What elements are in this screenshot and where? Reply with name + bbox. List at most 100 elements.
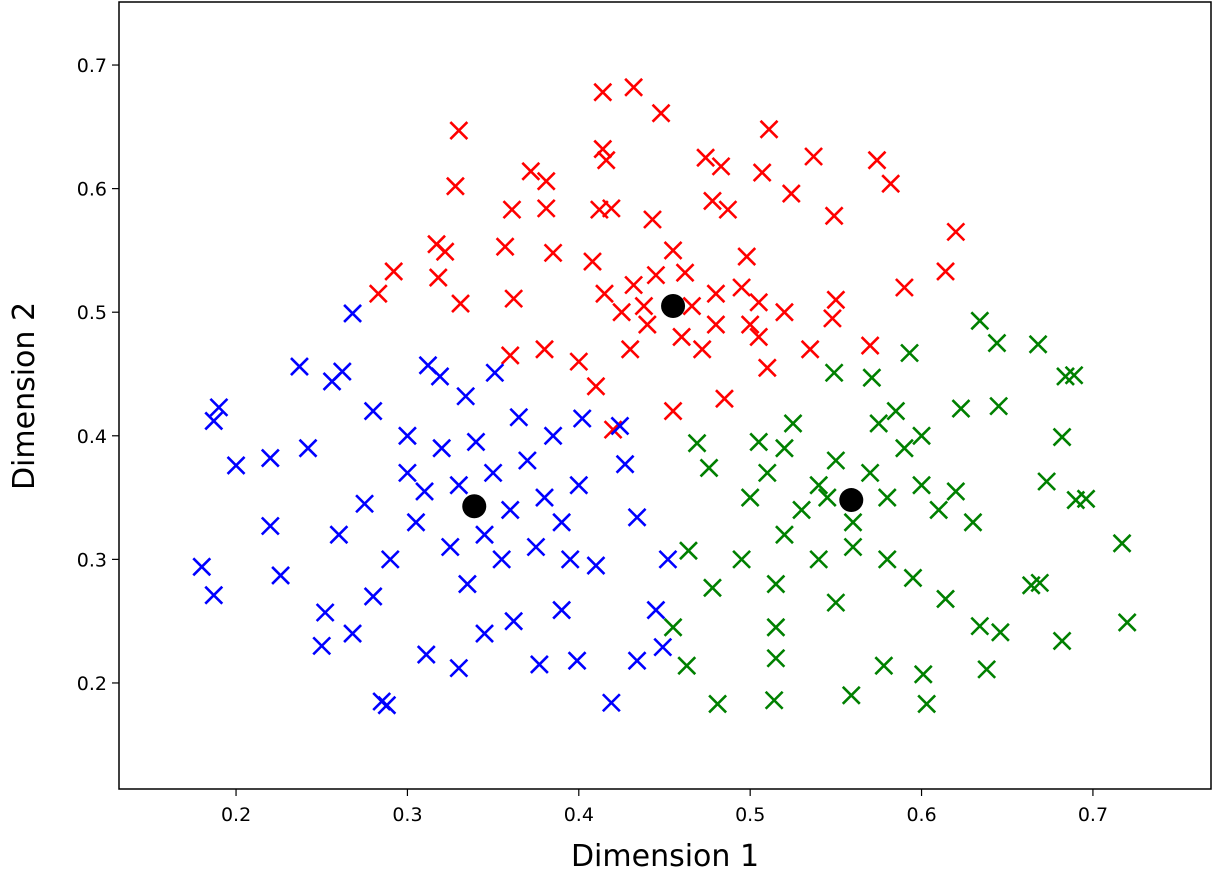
x-axis-label: Dimension 1 [571,839,759,874]
point [451,294,470,313]
point [536,198,556,218]
point [583,252,602,271]
point [572,409,592,428]
point [877,549,897,569]
point [951,399,971,419]
point [749,432,769,452]
point [936,589,955,609]
point [601,693,621,713]
point [586,376,606,396]
point [485,363,505,383]
point [963,512,983,532]
point [509,407,529,427]
point [601,198,621,218]
x-tick-label: 0.6 [906,804,936,826]
point [679,541,698,561]
point [766,574,786,594]
point [398,463,417,483]
point [495,237,515,257]
point [552,512,572,532]
point [749,292,769,312]
point [653,637,673,657]
point [824,206,844,226]
point [643,210,662,229]
point [504,289,524,309]
point [529,655,549,674]
centroid [839,488,864,513]
point [881,174,901,194]
point [343,304,363,323]
point [315,603,335,622]
point [560,549,580,569]
point [826,290,846,310]
x-tick-label: 0.4 [564,804,594,826]
point [718,200,738,220]
point [809,475,829,495]
point [593,82,613,102]
point [809,549,829,569]
point [449,658,469,678]
point [917,694,937,714]
point [475,624,494,643]
point [977,659,997,679]
point [398,426,417,446]
point [612,302,632,322]
point [569,475,589,495]
point [535,339,554,359]
point [929,500,949,520]
point [445,176,465,196]
point [355,494,374,514]
x-tick-label: 0.7 [1078,804,1108,826]
y-tick-label: 0.7 [77,55,107,77]
point [517,451,537,470]
point [1117,612,1137,632]
point [711,156,731,176]
point [1037,472,1057,491]
point [620,339,640,359]
point [663,240,683,260]
point [406,512,426,532]
point [682,296,702,316]
point [260,516,280,536]
point [483,463,503,483]
point [912,475,931,495]
point [596,150,616,170]
point [543,426,563,446]
point [363,401,383,421]
point [521,161,541,181]
point [610,416,630,436]
point [290,357,309,377]
point [703,191,722,211]
point [430,367,450,386]
point [415,481,434,501]
point [500,500,520,520]
point [874,656,894,676]
point [466,432,486,452]
x-tick-label: 0.3 [392,804,422,826]
y-tick-label: 0.5 [77,302,107,324]
point [1112,533,1132,553]
point [783,414,803,433]
point [500,346,520,365]
point [343,624,363,643]
point [456,386,476,406]
point [946,481,966,501]
point [990,622,1010,642]
point [380,549,400,569]
point [384,261,404,281]
point [192,557,212,577]
point [862,368,882,388]
point [627,507,647,527]
point [732,278,752,297]
point [737,247,757,267]
point [449,121,469,140]
point [435,242,455,262]
point [860,463,880,483]
point [1076,489,1096,509]
point [492,549,512,569]
point [824,363,844,383]
point [502,200,522,220]
point [586,556,606,575]
